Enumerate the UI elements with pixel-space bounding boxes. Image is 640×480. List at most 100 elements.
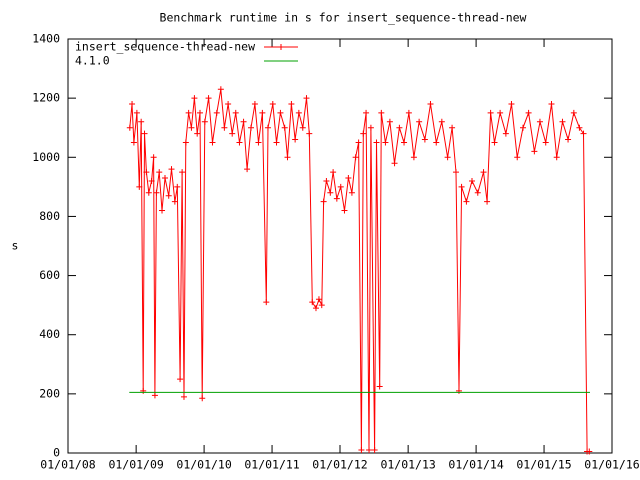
point-marker [531,148,538,155]
point-marker [248,124,255,131]
x-tick-label: 01/01/16 [584,458,639,472]
point-marker [194,130,201,137]
point-marker [580,130,587,137]
point-marker [217,86,224,93]
point-marker [444,154,451,161]
point-marker [236,139,243,146]
point-marker [348,189,355,196]
point-marker [229,130,236,137]
point-marker [136,183,143,190]
point-marker [491,139,498,146]
point-marker [391,160,398,167]
point-marker [520,124,527,131]
point-marker [416,118,423,125]
point-marker [225,101,232,108]
point-marker [401,139,408,146]
point-marker [138,118,145,125]
point-marker [484,198,491,205]
point-marker [376,383,383,390]
point-marker [312,305,319,312]
point-marker [221,124,228,131]
point-marker [514,154,521,161]
point-marker [251,101,258,108]
point-marker [333,195,340,202]
point-marker [201,118,208,125]
point-marker [205,95,212,102]
point-marker [185,109,192,116]
point-marker [452,169,459,176]
point-marker [277,109,284,116]
point-marker [188,124,195,131]
y-tick-label: 800 [39,209,60,223]
point-marker [378,109,385,116]
x-tick-label: 01/01/12 [312,458,367,472]
legend-label: insert_sequence-thread-new [75,40,255,54]
point-marker [559,118,566,125]
point-marker [341,207,348,214]
point-marker [386,118,393,125]
point-marker [129,101,136,108]
x-tick-label: 01/01/13 [380,458,435,472]
legend-marker [278,44,284,50]
point-marker [468,177,475,184]
y-tick-label: 600 [39,268,60,282]
point-marker [284,154,291,161]
y-tick-label: 1400 [32,32,60,46]
point-marker [553,154,560,161]
point-marker [161,174,168,181]
point-marker [337,183,344,190]
point-marker [358,447,365,454]
point-marker [371,447,378,454]
point-marker [255,139,262,146]
point-marker [542,139,549,146]
point-marker [126,124,133,131]
point-marker [502,130,509,137]
point-marker [151,392,158,399]
point-marker [330,169,337,176]
point-marker [165,192,172,199]
point-marker [323,177,330,184]
point-marker [168,166,175,173]
point-marker [586,448,593,455]
point-marker [373,139,380,146]
x-tick-label: 01/01/14 [448,458,503,472]
point-marker [150,154,157,161]
y-tick-label: 1000 [32,150,60,164]
point-marker [240,118,247,125]
point-marker [288,101,295,108]
point-marker [367,124,374,131]
point-marker [487,109,494,116]
point-marker [438,118,445,125]
x-tick-label: 01/01/09 [108,458,163,472]
point-marker [299,124,306,131]
point-marker [427,101,434,108]
series-line [129,89,590,452]
point-marker [295,109,302,116]
point-marker [143,169,150,176]
x-tick-label: 01/01/08 [40,458,95,472]
x-tick-label: 01/01/15 [516,458,571,472]
point-marker [315,296,322,303]
point-marker [179,169,186,176]
point-marker [182,139,189,146]
point-marker [145,189,152,196]
y-tick-label: 200 [39,386,60,400]
point-marker [382,139,389,146]
point-marker [536,118,543,125]
point-marker [199,395,206,402]
point-marker [264,124,271,131]
point-marker [525,109,532,116]
point-marker [130,139,137,146]
point-marker [281,124,288,131]
y-tick-label: 0 [53,446,60,460]
point-marker [474,189,481,196]
point-marker [171,198,178,205]
y-axis-label: s [12,239,19,253]
point-marker [480,169,487,176]
point-marker [433,139,440,146]
point-marker [269,101,276,108]
point-marker [263,299,270,306]
point-marker [345,174,352,181]
point-marker [309,299,316,306]
